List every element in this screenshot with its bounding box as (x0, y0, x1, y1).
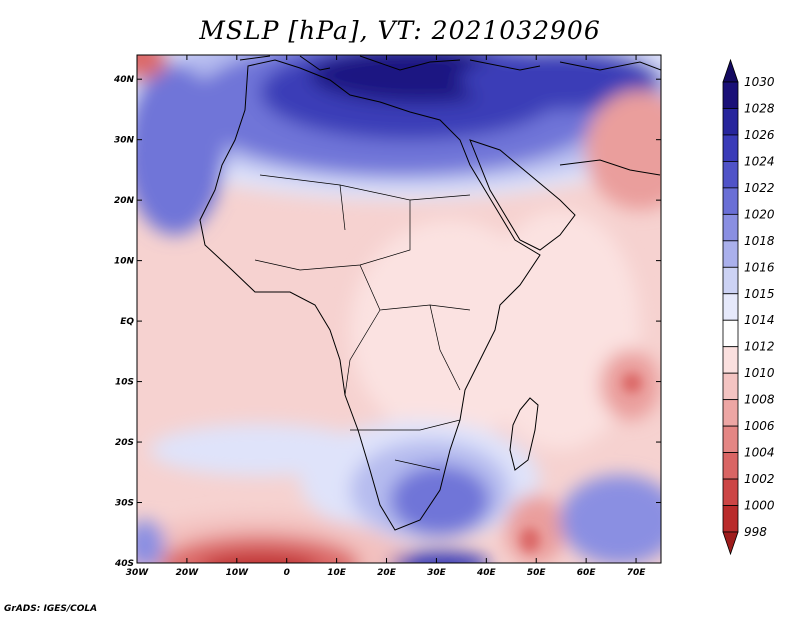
field-neutral-indian (480, 210, 640, 450)
colorbar-label: 1000 (744, 499, 775, 513)
colorbar-swatch (722, 319, 739, 348)
colorbar-label: 1010 (744, 366, 775, 380)
lat-tick-label: 20S (115, 438, 134, 448)
field-high-south-atlantic (150, 424, 370, 476)
lon-tick-label: 60E (577, 568, 597, 578)
plot-frame (136, 54, 662, 564)
colorbar-label: 1030 (744, 75, 775, 89)
field-low-northwest (137, 55, 168, 80)
lat-tick-label: 30S (115, 499, 134, 509)
field-high-southern-africa-core (390, 465, 490, 535)
lon-tick-label: 40E (476, 568, 497, 578)
lon-tick-label: 0 (284, 568, 290, 578)
lat-tick-label: 40N (113, 75, 135, 85)
lat-tick-label: 20N (114, 196, 135, 206)
colorbar-label: 1020 (744, 207, 775, 221)
iran-coastline (559, 159, 661, 176)
colorbar-swatch (722, 240, 739, 268)
pressure-field (137, 55, 661, 563)
colorbar-swatch (722, 399, 739, 427)
colorbar-label: 1012 (744, 340, 775, 354)
lon-tick-label: 10W (226, 568, 250, 578)
colorbar-label: 998 (744, 525, 767, 539)
colorbar-label: 1018 (744, 234, 775, 248)
lon-tick-label: 20W (176, 568, 200, 578)
colorbar-top-arrow (722, 58, 739, 83)
colorbar-swatch (722, 187, 739, 215)
colorbar-swatch (722, 134, 739, 162)
colorbar-swatch (722, 372, 739, 401)
colorbar-label: 1008 (744, 393, 775, 407)
colorbar-swatch (722, 161, 739, 189)
colorbar-swatch (722, 425, 739, 453)
field-high-southwest (137, 520, 165, 563)
country-borders (254, 174, 471, 471)
colorbar-label: 1014 (744, 313, 775, 327)
map-title: MSLP [hPa], VT: 2021032906 (199, 16, 601, 45)
colorbar-label: 1022 (744, 181, 775, 195)
lat-tick-label: 40S (114, 559, 134, 569)
latitude-axis: 40N 30N 20N 10N EQ 10S 20S 30S 40S (113, 75, 661, 569)
lat-tick-label: 10S (115, 378, 134, 388)
colorbar-swatch (722, 108, 739, 136)
lat-tick-label: 30N (114, 136, 135, 146)
colorbar-bottom-arrow (722, 531, 739, 556)
longitude-axis: 30W 20W 10W 0 10E 20E 30E 40E 50E 60E 70E (126, 55, 646, 578)
arabian-peninsula-coastline (469, 139, 576, 251)
colorbar-label: 1002 (744, 472, 775, 486)
field-low-middle-east (585, 90, 661, 210)
colorbar-swatch (722, 452, 739, 480)
colorbar: 1030 1028 1026 1024 1022 1020 1018 1016 1015 1014… (722, 58, 775, 556)
lon-tick-label: 20E (377, 568, 397, 578)
colorbar-label: 1006 (744, 419, 775, 433)
field-low-mozambique-core (520, 528, 540, 552)
lat-tick-label: EQ (120, 317, 134, 327)
colorbar-label: 1028 (744, 101, 775, 115)
madagascar-coastline (509, 397, 539, 471)
field-high-northeast (460, 55, 660, 110)
coastlines (199, 55, 661, 531)
field-low-indian-core (622, 373, 642, 393)
colorbar-swatch (722, 478, 739, 506)
colorbar-swatch (722, 346, 739, 374)
colorbar-swatch (722, 266, 739, 295)
colorbar-label: 1024 (744, 154, 775, 168)
colorbar-label: 1015 (744, 287, 775, 301)
lat-tick-label: 10N (114, 257, 135, 267)
europe-coastline (239, 55, 661, 71)
field-low-mozambique (505, 495, 565, 563)
colorbar-swatch (722, 81, 739, 109)
colorbar-swatch (722, 213, 739, 242)
field-low-southern-ocean-mid (160, 535, 360, 563)
grads-credit: GrADS: IGES/COLA (4, 604, 98, 614)
field-low-southern-ocean-core (203, 553, 317, 563)
lon-tick-label: 10E (327, 568, 347, 578)
lon-tick-label: 30E (427, 568, 447, 578)
field-high-atlantic (137, 65, 225, 235)
colorbar-label: 1004 (744, 446, 775, 460)
lon-tick-label: 50E (527, 568, 547, 578)
lon-tick-label: 30W (126, 568, 150, 578)
field-high-south-central (390, 551, 490, 563)
field-high-southeast (560, 475, 661, 563)
lon-tick-label: 70E (627, 568, 647, 578)
africa-coastline (199, 59, 541, 531)
colorbar-swatch (722, 505, 739, 533)
colorbar-label: 1016 (744, 260, 775, 274)
colorbar-label: 1026 (744, 128, 775, 142)
colorbar-swatch (722, 293, 739, 321)
